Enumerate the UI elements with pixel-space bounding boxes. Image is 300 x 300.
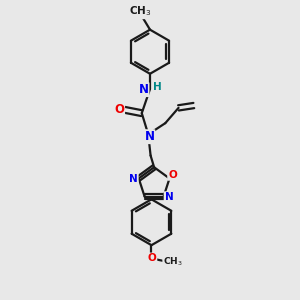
Text: O: O — [114, 103, 124, 116]
Text: N: N — [144, 130, 154, 143]
Text: O: O — [148, 254, 156, 263]
Text: CH$_3$: CH$_3$ — [163, 255, 183, 268]
Text: N: N — [164, 192, 173, 202]
Text: N: N — [139, 83, 148, 96]
Text: O: O — [168, 170, 177, 180]
Text: N: N — [129, 174, 138, 184]
Text: H: H — [153, 82, 162, 92]
Text: CH$_3$: CH$_3$ — [129, 4, 152, 18]
